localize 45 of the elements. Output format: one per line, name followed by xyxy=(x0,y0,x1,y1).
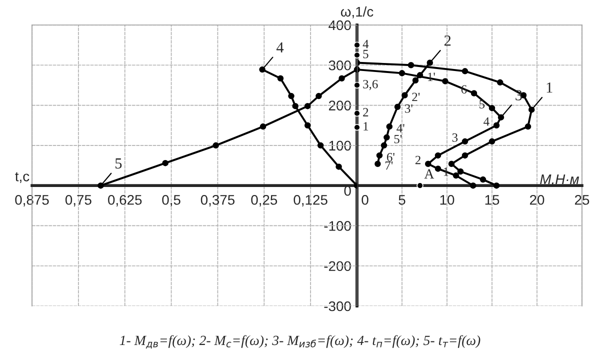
annotation: 2 xyxy=(415,156,420,164)
y-tick-label: -200 xyxy=(324,261,351,272)
y-tick-label: 400 xyxy=(328,20,351,30)
annotation: 4' xyxy=(396,124,404,132)
x-tick-label: 0,5 xyxy=(162,194,180,206)
x-tick-label: 25 xyxy=(574,194,590,205)
series-label: A xyxy=(424,169,434,178)
x-tick-label: 0,375 xyxy=(200,194,235,206)
y-tick-label: -300 xyxy=(324,301,351,312)
x-tick-label: 20 xyxy=(530,194,544,205)
annotation: 6' xyxy=(386,152,394,162)
annotation: 2' xyxy=(412,92,420,102)
x-tick-label: 0,625 xyxy=(108,194,142,206)
y-tick-label: 200 xyxy=(328,100,351,110)
x-tick-label: 0,25 xyxy=(251,194,278,206)
x-tick-label: 5 xyxy=(398,195,406,205)
y-tick-label: 300 xyxy=(328,60,351,70)
x-axis-title: M,H·м xyxy=(540,174,580,186)
annotation: 2 xyxy=(363,108,368,116)
annotation: 1 xyxy=(364,122,368,130)
annotation: 3' xyxy=(405,104,412,113)
annotation: 4 xyxy=(362,40,369,48)
annotation: 5 xyxy=(480,100,485,108)
annotation: 5 xyxy=(115,158,122,169)
annotation: 3 xyxy=(452,133,458,142)
annotation: 5' xyxy=(394,135,402,144)
annotation: 7' xyxy=(385,161,393,170)
text: 1- M$_{дв}$=f(ω); 2- M$_{c}$=f(ω); 3- M$_{изб}$=f(ω); 4- t$_{п}$=f(ω); 5- t$_{т}$=f(ω) xyxy=(120,335,480,349)
x-tick-label: 10 xyxy=(440,194,454,205)
annotation: 1 xyxy=(546,82,552,93)
x-tick-label: 0 xyxy=(362,194,368,205)
y-tick-label: -100 xyxy=(324,221,351,231)
annotation: 2 xyxy=(444,35,451,46)
annotation: 4 xyxy=(276,42,284,52)
x-tick-label: 0,75 xyxy=(65,194,92,206)
x-tick-label: 15 xyxy=(485,195,500,205)
x-tick-label: 0,875 xyxy=(15,194,49,206)
x-tick-label: 0,125 xyxy=(294,194,328,206)
annotation: 4 xyxy=(484,117,490,126)
annotation: 5 xyxy=(363,50,368,58)
annotation: 3,6 xyxy=(363,80,378,90)
y-tick-label: 100 xyxy=(329,140,351,151)
annotation: 1 xyxy=(444,168,448,176)
x-axis-title: t,c xyxy=(15,172,30,183)
y-axis-title: ω,1/c xyxy=(340,6,374,18)
